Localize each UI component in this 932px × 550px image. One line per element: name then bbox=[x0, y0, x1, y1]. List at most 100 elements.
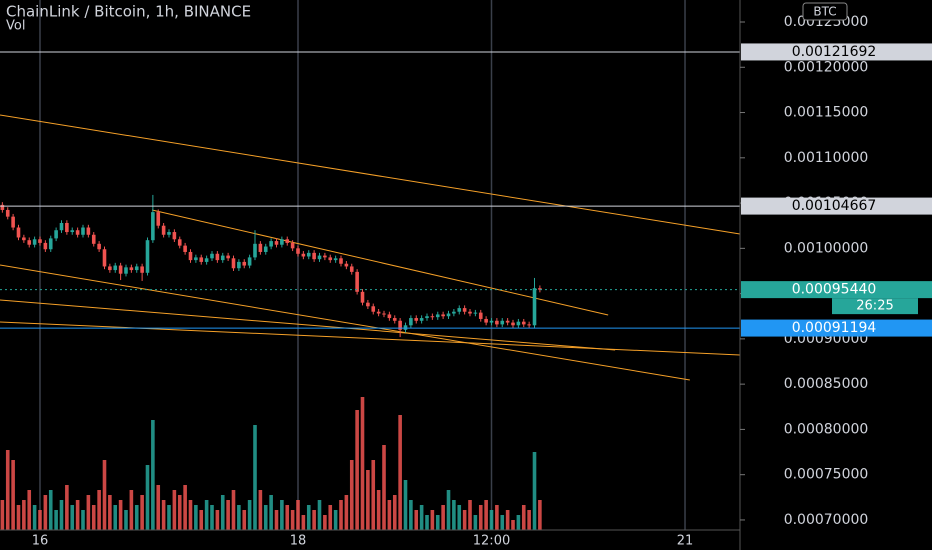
volume-bar bbox=[274, 510, 279, 530]
candle-body bbox=[194, 257, 198, 261]
y-tick-label: 0.00080000 bbox=[784, 421, 869, 437]
price-label-box bbox=[741, 319, 932, 337]
volume-bar bbox=[118, 500, 123, 530]
trend-line bbox=[0, 264, 690, 381]
x-tick-label: 12:00 bbox=[473, 534, 510, 549]
volume-bar bbox=[183, 485, 187, 530]
volume-bar bbox=[75, 500, 80, 530]
candle-body bbox=[538, 288, 542, 290]
volume-bar bbox=[140, 495, 144, 530]
candle-body bbox=[188, 251, 193, 261]
candle-body bbox=[376, 311, 381, 314]
volume-bar bbox=[247, 500, 252, 530]
candle-body bbox=[43, 242, 48, 250]
volume-bar bbox=[505, 510, 510, 530]
candle-body bbox=[280, 239, 284, 245]
volume-bar bbox=[430, 510, 435, 530]
trend-line bbox=[151, 209, 609, 316]
volume-bar bbox=[108, 495, 112, 530]
candle-body bbox=[333, 258, 338, 261]
volume-bar bbox=[285, 505, 290, 530]
candle-body bbox=[97, 243, 101, 250]
volume-bar bbox=[398, 415, 402, 530]
price-label-box bbox=[741, 197, 932, 215]
candle-body bbox=[108, 266, 112, 271]
volume-bar bbox=[441, 505, 445, 530]
volume-bar bbox=[129, 490, 134, 530]
candle-body bbox=[161, 225, 166, 235]
candle-body bbox=[124, 267, 128, 274]
volume-bar bbox=[296, 500, 300, 530]
candle-body bbox=[129, 267, 134, 271]
volume-bar bbox=[145, 465, 150, 530]
volume-bar bbox=[511, 520, 515, 530]
candle-body bbox=[16, 227, 21, 238]
countdown: 26:25 bbox=[856, 299, 893, 314]
volume-bar bbox=[253, 425, 257, 530]
candle-body bbox=[446, 313, 451, 317]
currency-button[interactable] bbox=[802, 2, 848, 21]
volume-bar bbox=[242, 510, 247, 530]
y-tick-label: 0.00110000 bbox=[784, 150, 869, 166]
volume-bar bbox=[446, 490, 451, 530]
candle-body bbox=[489, 320, 494, 323]
volume-bar bbox=[134, 505, 139, 530]
candle-body bbox=[183, 245, 187, 252]
candle-body bbox=[145, 240, 150, 273]
candle-body bbox=[204, 258, 209, 262]
currency-label[interactable]: BTC bbox=[813, 5, 836, 19]
candle-body bbox=[226, 255, 230, 259]
volume-bar bbox=[124, 510, 128, 530]
volume-bar bbox=[468, 500, 472, 530]
y-tick-label: 0.00070000 bbox=[784, 512, 869, 528]
candle-body bbox=[317, 255, 322, 260]
candle-body bbox=[301, 253, 306, 257]
volume-bar bbox=[495, 505, 499, 530]
volume-bar bbox=[473, 515, 478, 530]
candle-body bbox=[344, 263, 349, 267]
candle-body bbox=[269, 241, 273, 247]
volume-bar bbox=[16, 505, 21, 530]
volume-bar bbox=[204, 500, 209, 530]
y-tick-label: 0.00115000 bbox=[784, 105, 869, 121]
candle-body bbox=[113, 265, 118, 271]
volume-bar bbox=[199, 510, 204, 530]
candle-body bbox=[210, 253, 214, 259]
candle-body bbox=[75, 230, 80, 235]
candle-body bbox=[392, 318, 397, 321]
candle-body bbox=[22, 237, 26, 241]
countdown-box bbox=[832, 298, 918, 315]
volume-bar bbox=[489, 510, 494, 530]
volume-bar bbox=[527, 510, 531, 530]
candle-body bbox=[151, 212, 155, 241]
volume-bar bbox=[376, 490, 381, 530]
candle-body bbox=[156, 212, 161, 226]
candle-body bbox=[237, 261, 241, 269]
volume-bar bbox=[306, 505, 311, 530]
candle-body bbox=[403, 325, 408, 330]
volume-bar bbox=[339, 500, 343, 530]
volume-label: Vol bbox=[6, 19, 25, 34]
candle-body bbox=[11, 216, 15, 228]
candle-body bbox=[495, 320, 499, 325]
volume-bar bbox=[301, 515, 306, 530]
volume-bar bbox=[70, 505, 75, 530]
price-label-box bbox=[741, 43, 932, 61]
volume-bar bbox=[167, 505, 171, 530]
volume-bar bbox=[91, 505, 96, 530]
volume-bar bbox=[355, 410, 359, 530]
volume-bar bbox=[48, 490, 53, 530]
candle-body bbox=[468, 311, 472, 314]
volume-bar bbox=[538, 500, 542, 530]
candle-body bbox=[306, 252, 311, 257]
candle-body bbox=[473, 312, 478, 314]
y-tick-label: 0.00100000 bbox=[784, 240, 869, 256]
volume-bar bbox=[32, 505, 37, 530]
candle-body bbox=[414, 318, 419, 321]
price-label: 0.00121692 bbox=[792, 44, 877, 60]
candle-body bbox=[409, 318, 413, 326]
volume-bar bbox=[317, 500, 322, 530]
candle-body bbox=[532, 288, 537, 326]
